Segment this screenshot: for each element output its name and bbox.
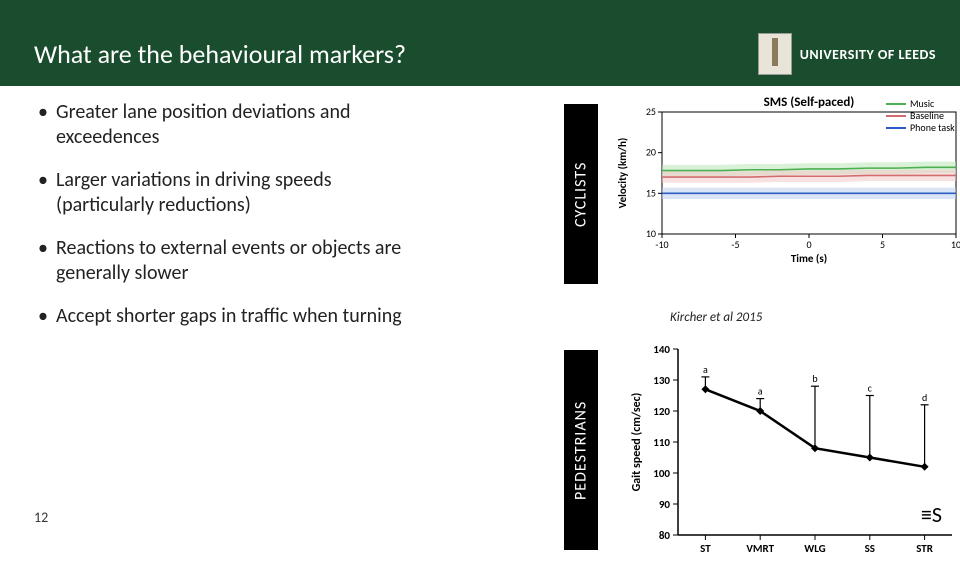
svg-text:SMS (Self-paced): SMS (Self-paced) (764, 95, 855, 110)
university-name: UNIVERSITY OF LEEDS (800, 46, 936, 63)
svg-text:-10: -10 (655, 238, 668, 251)
svg-text:0: 0 (806, 238, 811, 251)
page-number: 12 (34, 509, 48, 526)
svg-text:15: 15 (646, 186, 656, 199)
svg-text:Gait speed (cm/sec): Gait speed (cm/sec) (630, 393, 644, 492)
slide-content: Greater lane position deviations and exc… (34, 100, 940, 530)
svg-text:c: c (868, 382, 873, 395)
cyclists-label: CYCLISTS (564, 104, 598, 284)
velocity-chart: SMS (Self-paced)10152025-10-50510Time (s… (614, 94, 960, 264)
corner-decoration-icon: ≡S (921, 501, 942, 528)
svg-text:ST: ST (700, 542, 711, 555)
svg-text:a: a (758, 385, 763, 398)
bullet-item: Greater lane position deviations and exc… (34, 100, 414, 150)
bullet-item: Reactions to external events or objects … (34, 236, 414, 286)
svg-text:Phone task: Phone task (910, 121, 955, 134)
university-logo: UNIVERSITY OF LEEDS (758, 33, 936, 75)
pedestrians-label: PEDESTRIANS (564, 350, 598, 550)
bullet-item: Larger variations in driving speeds (par… (34, 168, 414, 218)
logo-tower-icon (758, 33, 792, 75)
slide-title: What are the behavioural markers? (34, 38, 406, 70)
svg-text:Time (s): Time (s) (791, 252, 827, 264)
svg-text:90: 90 (659, 498, 671, 511)
svg-text:Velocity (km/h): Velocity (km/h) (616, 138, 629, 209)
svg-text:100: 100 (653, 467, 670, 480)
svg-text:a: a (703, 363, 708, 376)
svg-text:120: 120 (653, 405, 670, 418)
top-accent-bar (0, 0, 960, 22)
bullet-item: Accept shorter gaps in traffic when turn… (34, 304, 414, 329)
bullet-list: Greater lane position deviations and exc… (34, 100, 414, 329)
svg-text:d: d (922, 391, 927, 404)
gait-speed-chart: 80 90 100 110 120 130 140 Gait speed (cm/sec) ST… (626, 335, 960, 565)
svg-text:SS: SS (865, 542, 875, 555)
svg-text:25: 25 (646, 105, 656, 118)
title-bar: What are the behavioural markers? UNIVER… (0, 22, 960, 86)
svg-text:130: 130 (653, 374, 670, 387)
citation-text: Kircher et al 2015 (670, 310, 762, 325)
gait-speed-chart-svg: 80 90 100 110 120 130 140 Gait speed (cm/sec) ST… (626, 335, 960, 565)
svg-text:20: 20 (646, 146, 656, 159)
velocity-chart-svg: SMS (Self-paced)10152025-10-50510Time (s… (614, 94, 960, 264)
svg-text:-5: -5 (731, 238, 739, 251)
svg-text:110: 110 (653, 436, 670, 449)
svg-text:STR: STR (916, 542, 934, 555)
svg-text:80: 80 (659, 529, 671, 542)
svg-text:140: 140 (653, 343, 670, 356)
svg-text:10: 10 (951, 238, 960, 251)
svg-text:5: 5 (880, 238, 885, 251)
svg-text:b: b (812, 372, 817, 385)
svg-text:VMRT: VMRT (746, 542, 774, 555)
svg-text:WLG: WLG (804, 542, 825, 555)
